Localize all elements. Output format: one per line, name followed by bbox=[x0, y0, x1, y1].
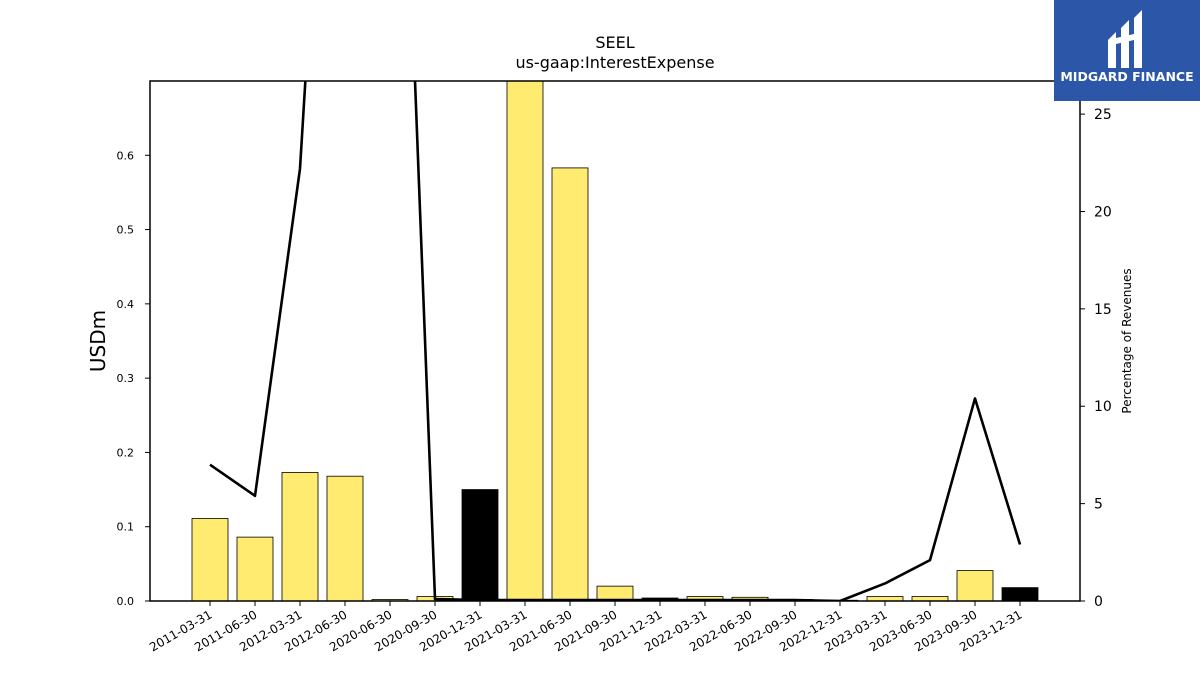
bar bbox=[956, 570, 994, 601]
bar bbox=[326, 475, 364, 601]
midgard-finance-logo: MIDGARD FINANCE bbox=[1054, 0, 1200, 101]
y-tick-label: 0.0 bbox=[117, 595, 135, 608]
y-tick-label: 0.1 bbox=[117, 521, 135, 534]
y2-axis-label: Percentage of Revenues bbox=[1120, 268, 1134, 413]
bar bbox=[506, 81, 544, 601]
midgard-logo-icon bbox=[1108, 10, 1142, 68]
bar bbox=[461, 489, 499, 601]
line-series bbox=[209, 81, 1022, 601]
bar bbox=[281, 472, 319, 601]
y-tick-label: 0.5 bbox=[117, 224, 135, 237]
y2-tick-label: 5 bbox=[1094, 497, 1103, 513]
bar bbox=[236, 536, 274, 601]
y2-tick-label: 15 bbox=[1094, 302, 1112, 318]
bar bbox=[551, 167, 589, 601]
bar bbox=[596, 585, 634, 601]
y2-tick-label: 25 bbox=[1094, 107, 1112, 123]
y-tick-label: 0.4 bbox=[117, 298, 135, 311]
y-tick-label: 0.3 bbox=[117, 372, 135, 385]
bar bbox=[191, 518, 229, 601]
y2-tick-label: 20 bbox=[1094, 204, 1112, 220]
y-axis-label: USDm bbox=[86, 310, 110, 372]
chart-subtitle: us-gaap:InterestExpense bbox=[515, 53, 714, 72]
logo-text: MIDGARD FINANCE bbox=[1060, 69, 1194, 84]
bar bbox=[1001, 587, 1039, 601]
y-tick-label: 0.6 bbox=[117, 149, 135, 162]
y-tick-label: 0.2 bbox=[117, 446, 135, 459]
y2-tick-label: 0 bbox=[1094, 594, 1103, 610]
y2-tick-label: 10 bbox=[1094, 399, 1112, 415]
chart-title: SEEL bbox=[595, 33, 634, 52]
